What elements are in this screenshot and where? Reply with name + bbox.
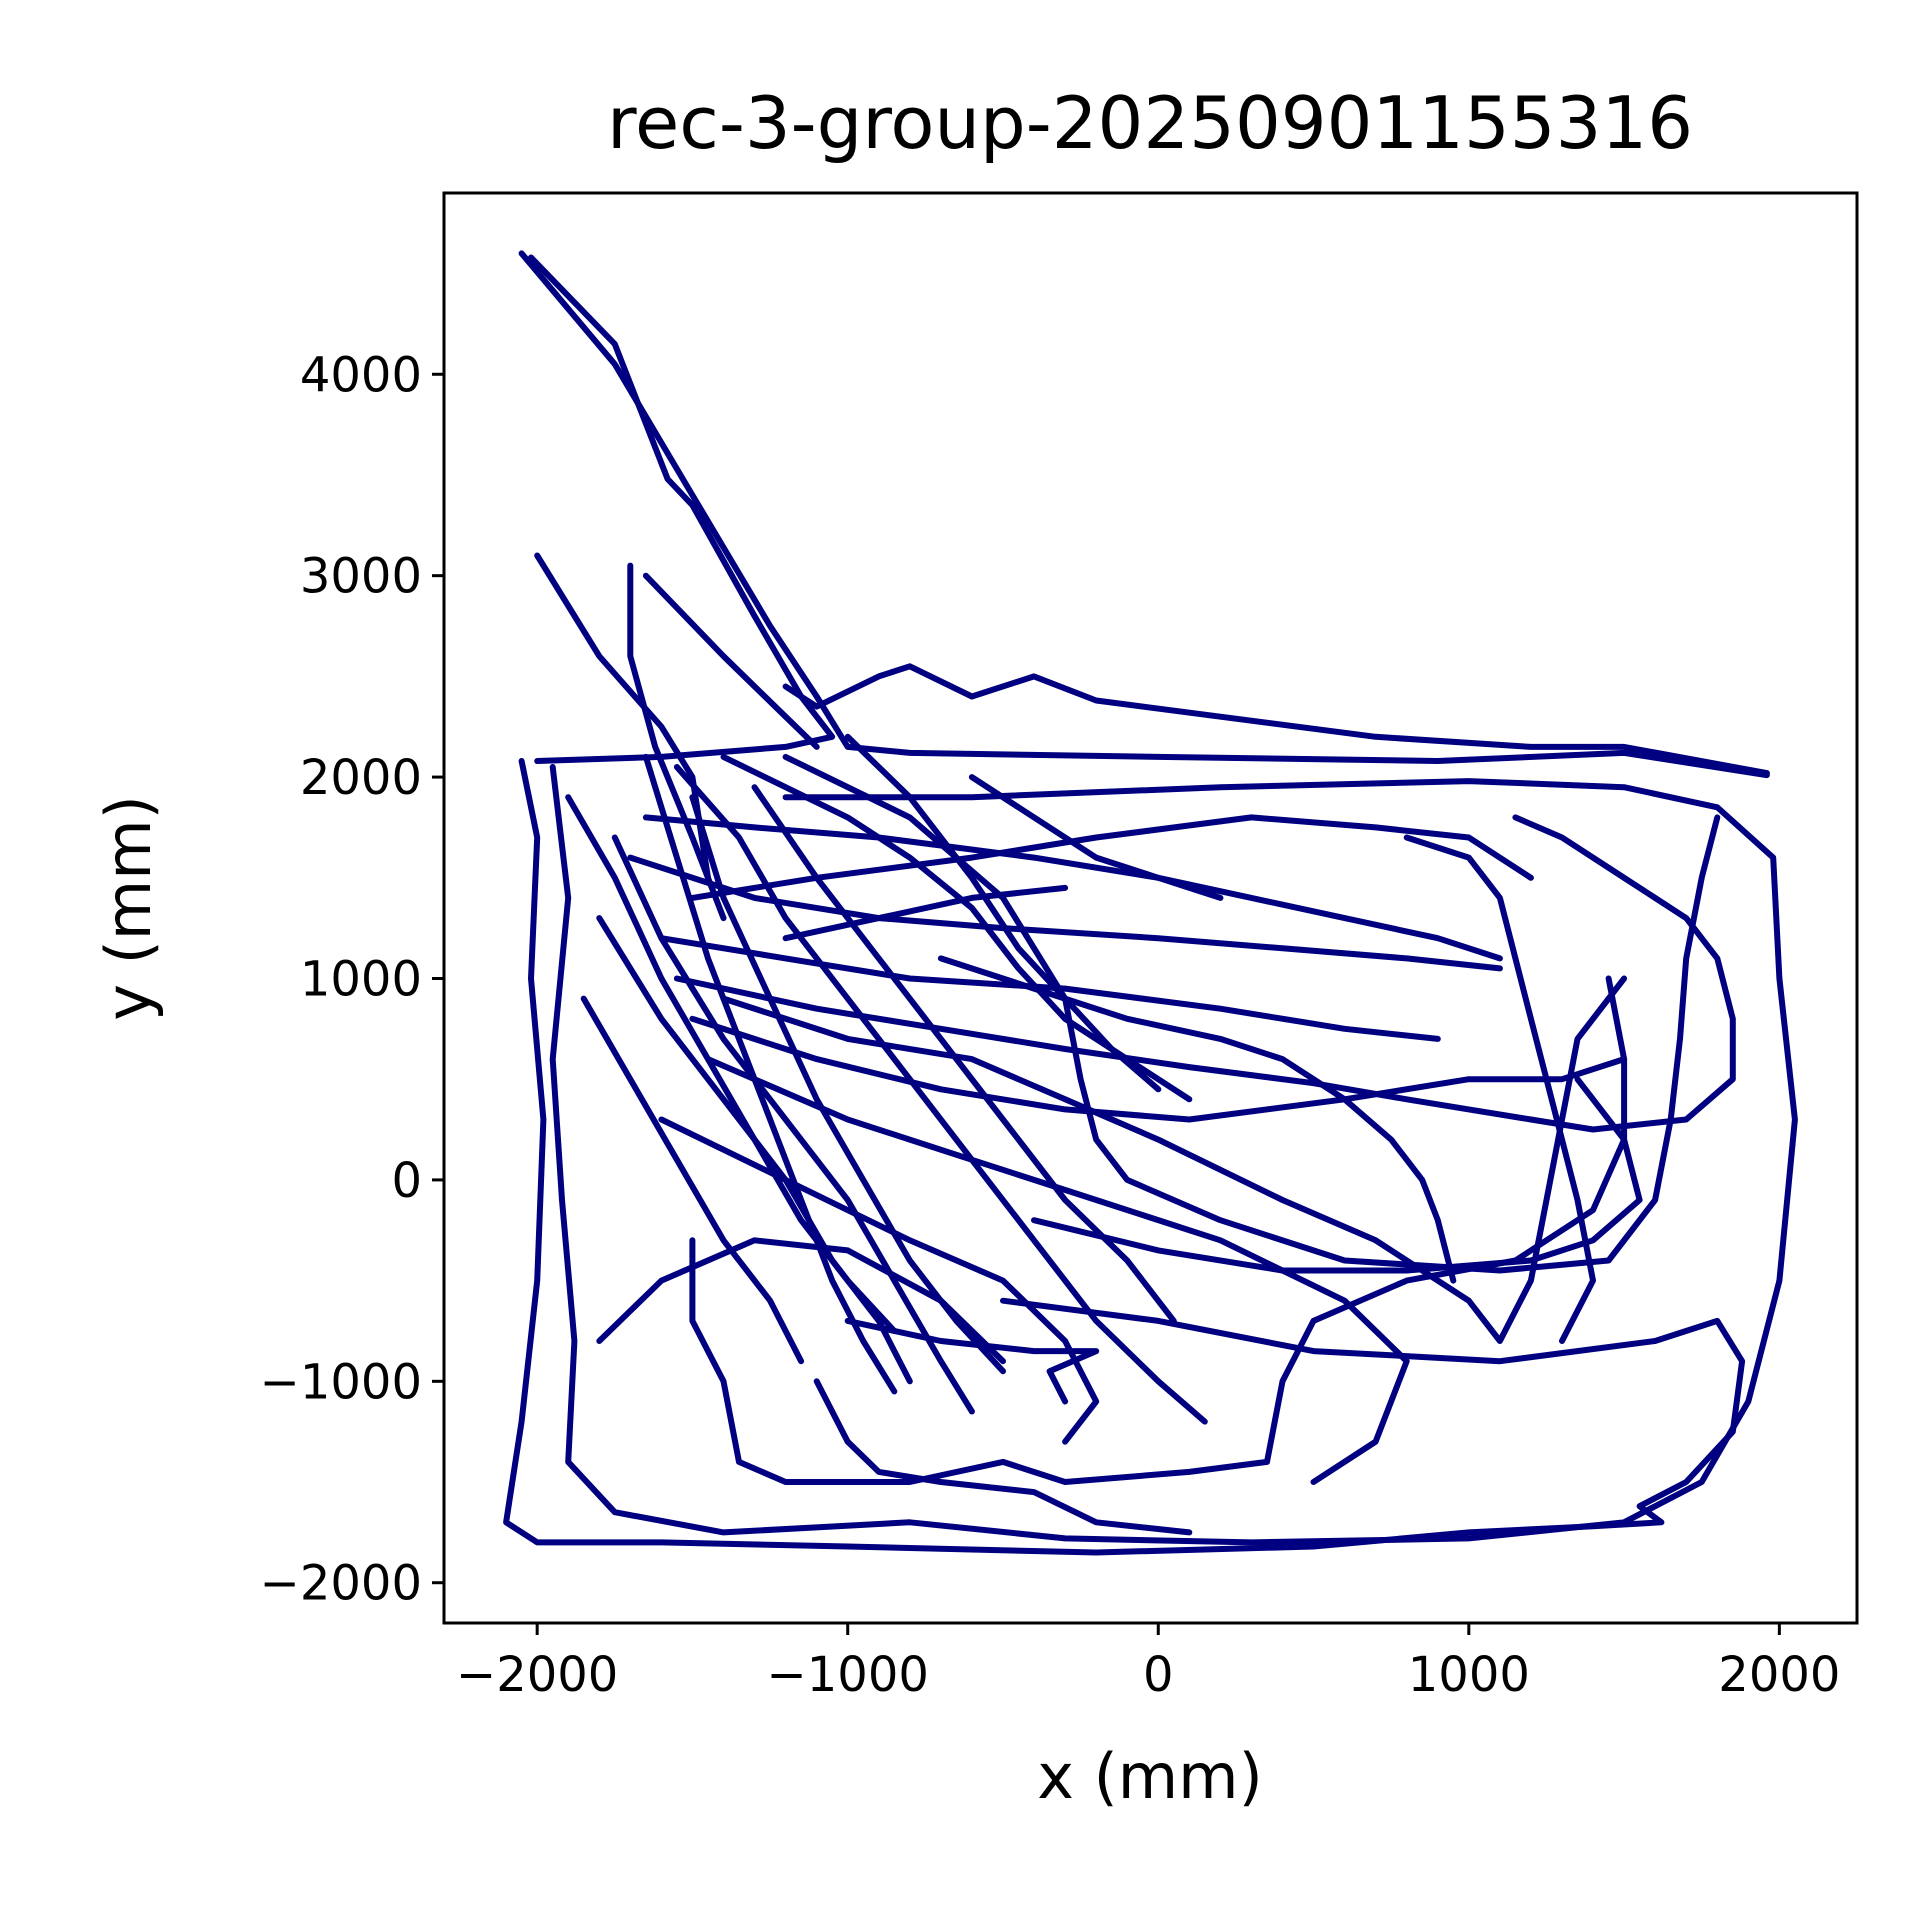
trajectory-line-36	[1512, 814, 1736, 1133]
trajectory-line-31	[565, 794, 898, 1334]
trajectory-line-32	[844, 1317, 1100, 1405]
x-axis-label: x (mm)	[1037, 1740, 1263, 1813]
trajectory-line-35	[1403, 834, 1596, 1344]
trajectory-line-34	[1031, 1076, 1643, 1274]
y-tick-label: 4000	[300, 347, 422, 403]
series-layer	[503, 250, 1798, 1556]
y-tick-label: −2000	[260, 1556, 422, 1612]
trajectory-line-12	[720, 975, 1628, 1344]
x-tick-label: −1000	[767, 1647, 929, 1703]
trajectory-line-25	[596, 915, 913, 1385]
trajectory-line-26	[580, 995, 805, 1365]
trajectory-line-6	[782, 663, 1770, 777]
trajectory-line-4	[627, 562, 727, 922]
y-tick-label: 0	[391, 1153, 422, 1209]
trajectory-line-24	[611, 834, 975, 1415]
trajectory-line-38	[720, 753, 1193, 1103]
y-tick-label: 3000	[300, 549, 422, 605]
trajectory-line-28	[968, 774, 1224, 901]
trajectory-line-11	[782, 753, 1721, 1274]
trajectory-line-7	[503, 758, 1746, 1556]
trajectory-line-16	[689, 1015, 1628, 1123]
x-tick-label: −2000	[456, 1647, 618, 1703]
trajectory-line-10	[689, 975, 1628, 1485]
y-axis-label: y (mm)	[92, 795, 165, 1021]
plot-frame	[442, 191, 1859, 1625]
y-tick-label: 2000	[300, 750, 422, 806]
trajectory-line-5	[642, 572, 820, 750]
trajectory-line-2	[518, 250, 1770, 779]
trajectory-line-17	[705, 1056, 1410, 1485]
trajectory-line-29	[782, 884, 1069, 942]
trajectory-line-33	[813, 1378, 1193, 1536]
y-tick-label: 1000	[300, 951, 422, 1007]
trajectory-line-37	[937, 955, 1457, 1284]
trajectory-line-13	[689, 814, 1534, 901]
y-axis: −2000 −1000 0 1000 2000 3000 4000	[260, 347, 444, 1612]
trajectory-line-21	[673, 764, 1208, 1425]
x-tick-label: 2000	[1718, 1647, 1840, 1703]
trajectory-line-23	[689, 794, 1006, 1375]
trajectory-line-8	[549, 764, 1798, 1546]
x-tick-label: 1000	[1408, 1647, 1530, 1703]
chart-title: rec-3-group-20250901155316	[607, 81, 1693, 165]
x-axis: −2000 −1000 0 1000 2000	[456, 1623, 1840, 1703]
trajectory-line-22	[751, 784, 1177, 1324]
y-tick-label: −1000	[260, 1354, 422, 1410]
x-tick-label: 0	[1143, 1647, 1174, 1703]
trajectory-line-14	[658, 935, 1441, 1042]
